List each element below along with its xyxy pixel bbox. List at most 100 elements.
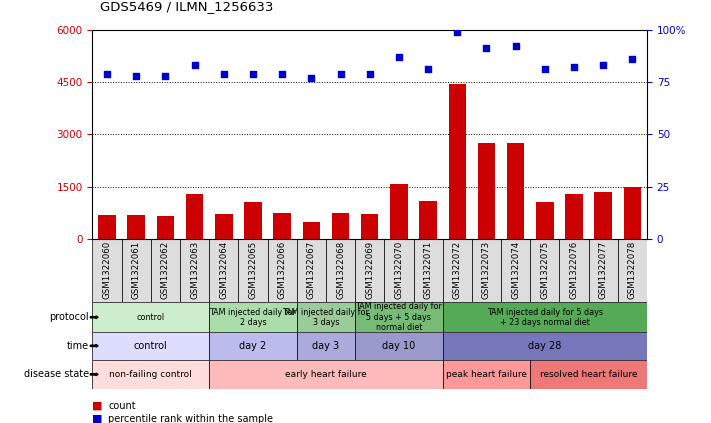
Point [364, 70, 375, 77]
Bar [332, 213, 349, 239]
Bar [296, 302, 355, 332]
Text: GSM1322074: GSM1322074 [511, 241, 520, 299]
Text: GSM1322078: GSM1322078 [628, 241, 637, 299]
Bar [92, 302, 209, 332]
Text: GSM1322075: GSM1322075 [540, 241, 550, 299]
Text: non-failing control: non-failing control [109, 370, 192, 379]
Bar [618, 239, 647, 302]
Text: day 2: day 2 [240, 341, 267, 351]
Point [393, 53, 405, 60]
Bar [326, 239, 355, 302]
Bar [98, 214, 116, 239]
Bar [209, 360, 443, 389]
Bar [443, 302, 647, 332]
Bar [355, 239, 385, 302]
Text: GSM1322068: GSM1322068 [336, 241, 345, 299]
Bar [565, 194, 583, 239]
Text: time: time [67, 341, 89, 351]
Bar [274, 213, 291, 239]
Bar [443, 360, 530, 389]
Bar [296, 239, 326, 302]
Bar [209, 332, 296, 360]
Point [247, 70, 259, 77]
Text: TAM injected daily for 5 days
+ 23 days normal diet: TAM injected daily for 5 days + 23 days … [487, 308, 603, 327]
Bar [186, 194, 203, 239]
Point [539, 66, 550, 73]
Point [568, 64, 579, 71]
Point [422, 66, 434, 73]
Bar [530, 360, 647, 389]
Bar [419, 201, 437, 239]
Text: GSM1322061: GSM1322061 [132, 241, 141, 299]
Bar [355, 302, 443, 332]
Point [451, 28, 463, 35]
Point [626, 55, 638, 62]
Bar [449, 84, 466, 239]
Point [335, 70, 346, 77]
Bar [507, 143, 525, 239]
Point [510, 43, 521, 50]
Bar [530, 239, 560, 302]
Text: disease state: disease state [23, 369, 89, 379]
Text: GSM1322072: GSM1322072 [453, 241, 461, 299]
Text: protocol: protocol [49, 312, 89, 322]
Bar [267, 239, 296, 302]
Bar [478, 143, 496, 239]
Bar [215, 214, 232, 239]
Bar [589, 239, 618, 302]
Text: ■: ■ [92, 401, 103, 411]
Text: GSM1322065: GSM1322065 [248, 241, 257, 299]
Bar [303, 222, 320, 239]
Bar [385, 239, 414, 302]
Bar [92, 239, 122, 302]
Text: GSM1322062: GSM1322062 [161, 241, 170, 299]
Text: GSM1322071: GSM1322071 [424, 241, 432, 299]
Text: resolved heart failure: resolved heart failure [540, 370, 637, 379]
Bar [209, 302, 296, 332]
Text: day 28: day 28 [528, 341, 562, 351]
Text: GSM1322063: GSM1322063 [190, 241, 199, 299]
Text: day 10: day 10 [383, 341, 415, 351]
Text: GDS5469 / ILMN_1256633: GDS5469 / ILMN_1256633 [100, 0, 273, 13]
Point [277, 70, 288, 77]
Bar [390, 184, 407, 239]
Bar [536, 202, 554, 239]
Text: TAM injected daily for
3 days: TAM injected daily for 3 days [282, 308, 370, 327]
Bar [296, 332, 355, 360]
Text: GSM1322067: GSM1322067 [307, 241, 316, 299]
Text: TAM injected daily for
2 days: TAM injected daily for 2 days [210, 308, 296, 327]
Bar [501, 239, 530, 302]
Bar [180, 239, 209, 302]
Point [481, 45, 492, 52]
Bar [361, 214, 378, 239]
Bar [443, 239, 472, 302]
Text: GSM1322064: GSM1322064 [219, 241, 228, 299]
Bar [472, 239, 501, 302]
Text: GSM1322077: GSM1322077 [599, 241, 608, 299]
Point [131, 72, 142, 79]
Bar [624, 187, 641, 239]
Text: TAM injected daily for
5 days + 5 days
normal diet: TAM injected daily for 5 days + 5 days n… [356, 302, 442, 332]
Text: GSM1322066: GSM1322066 [278, 241, 287, 299]
Bar [92, 360, 209, 389]
Point [218, 70, 230, 77]
Text: ■: ■ [92, 414, 103, 423]
Bar [355, 332, 443, 360]
Text: GSM1322069: GSM1322069 [365, 241, 374, 299]
Bar [209, 239, 238, 302]
Text: day 3: day 3 [312, 341, 339, 351]
Bar [151, 239, 180, 302]
Point [189, 62, 201, 69]
Point [102, 70, 113, 77]
Bar [156, 216, 174, 239]
Text: GSM1322060: GSM1322060 [102, 241, 112, 299]
Bar [594, 192, 612, 239]
Text: peak heart failure: peak heart failure [446, 370, 527, 379]
Bar [443, 332, 647, 360]
Point [306, 74, 317, 81]
Text: GSM1322076: GSM1322076 [570, 241, 579, 299]
Text: GSM1322073: GSM1322073 [482, 241, 491, 299]
Point [597, 62, 609, 69]
Bar [560, 239, 589, 302]
Bar [244, 202, 262, 239]
